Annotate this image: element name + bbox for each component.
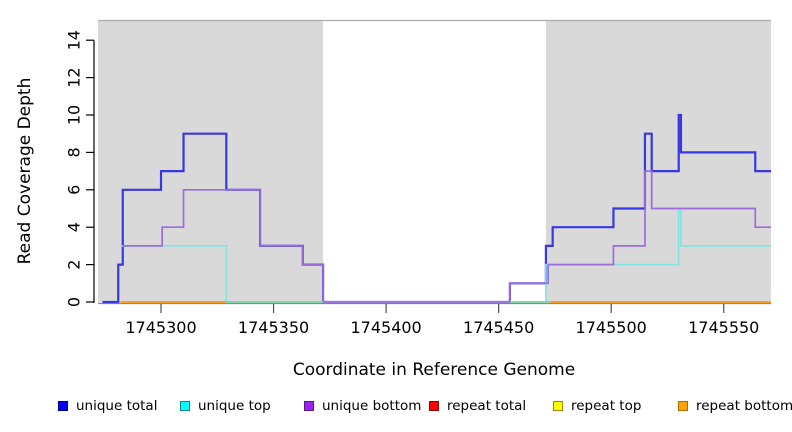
x-tick-label-1745400: 1745400: [350, 318, 421, 337]
y-tick-label-10: 10: [65, 105, 84, 125]
legend-label-unique-bottom: unique bottom: [322, 398, 422, 414]
legend-item-repeat-bottom: repeat bottom: [678, 399, 792, 413]
mapped-region-shading-1: [98, 20, 324, 303]
y-tick-label-0: 0: [65, 297, 84, 307]
legend-swatch-repeat-top: [553, 401, 563, 411]
legend-item-unique-top: unique top: [180, 399, 271, 413]
chart-legend: unique total unique top unique bottom repea…: [0, 399, 792, 419]
x-tick-label-1745450: 1745450: [463, 318, 534, 337]
legend-label-repeat-bottom: repeat bottom: [696, 398, 792, 414]
legend-label-repeat-top: repeat top: [571, 398, 642, 414]
y-tick-label-12: 12: [65, 67, 84, 87]
y-tick-label-8: 8: [65, 147, 84, 157]
legend-label-unique-total: unique total: [76, 398, 158, 414]
legend-item-unique-bottom: unique bottom: [304, 399, 421, 413]
legend-item-unique-total: unique total: [58, 399, 157, 413]
legend-item-repeat-top: repeat top: [553, 399, 641, 413]
y-tick-label-4: 4: [65, 222, 84, 232]
legend-swatch-unique-total: [58, 401, 68, 411]
x-tick-label-1745300: 1745300: [125, 318, 196, 337]
legend-item-repeat-total: repeat total: [429, 399, 526, 413]
series-line-unique-bottom: [122, 170, 771, 303]
x-tick-label-1745550: 1745550: [688, 318, 759, 337]
x-tick-label-1745500: 1745500: [576, 318, 647, 337]
x-axis-title: Coordinate in Reference Genome: [293, 360, 575, 380]
legend-label-unique-top: unique top: [198, 398, 271, 414]
y-axis-title: Read Coverage Depth: [15, 78, 35, 265]
legend-swatch-unique-top: [180, 401, 190, 411]
legend-swatch-repeat-bottom: [678, 401, 688, 411]
x-tick-label-1745350: 1745350: [238, 318, 309, 337]
series-lines-layer: [102, 113, 771, 304]
panel-shading-layer: [98, 19, 771, 305]
y-tick-label-14: 14: [65, 30, 84, 50]
legend-swatch-repeat-total: [429, 401, 439, 411]
axes-layer: 0 2 4 6 8 10 12 14 1745300 1745350 1745400 1745450 1…: [65, 30, 760, 337]
legend-label-repeat-total: repeat total: [447, 398, 527, 414]
mapped-region-shading-2: [545, 20, 771, 303]
legend-swatch-unique-bottom: [304, 401, 314, 411]
y-tick-label-2: 2: [65, 260, 84, 270]
y-tick-label-6: 6: [65, 185, 84, 195]
